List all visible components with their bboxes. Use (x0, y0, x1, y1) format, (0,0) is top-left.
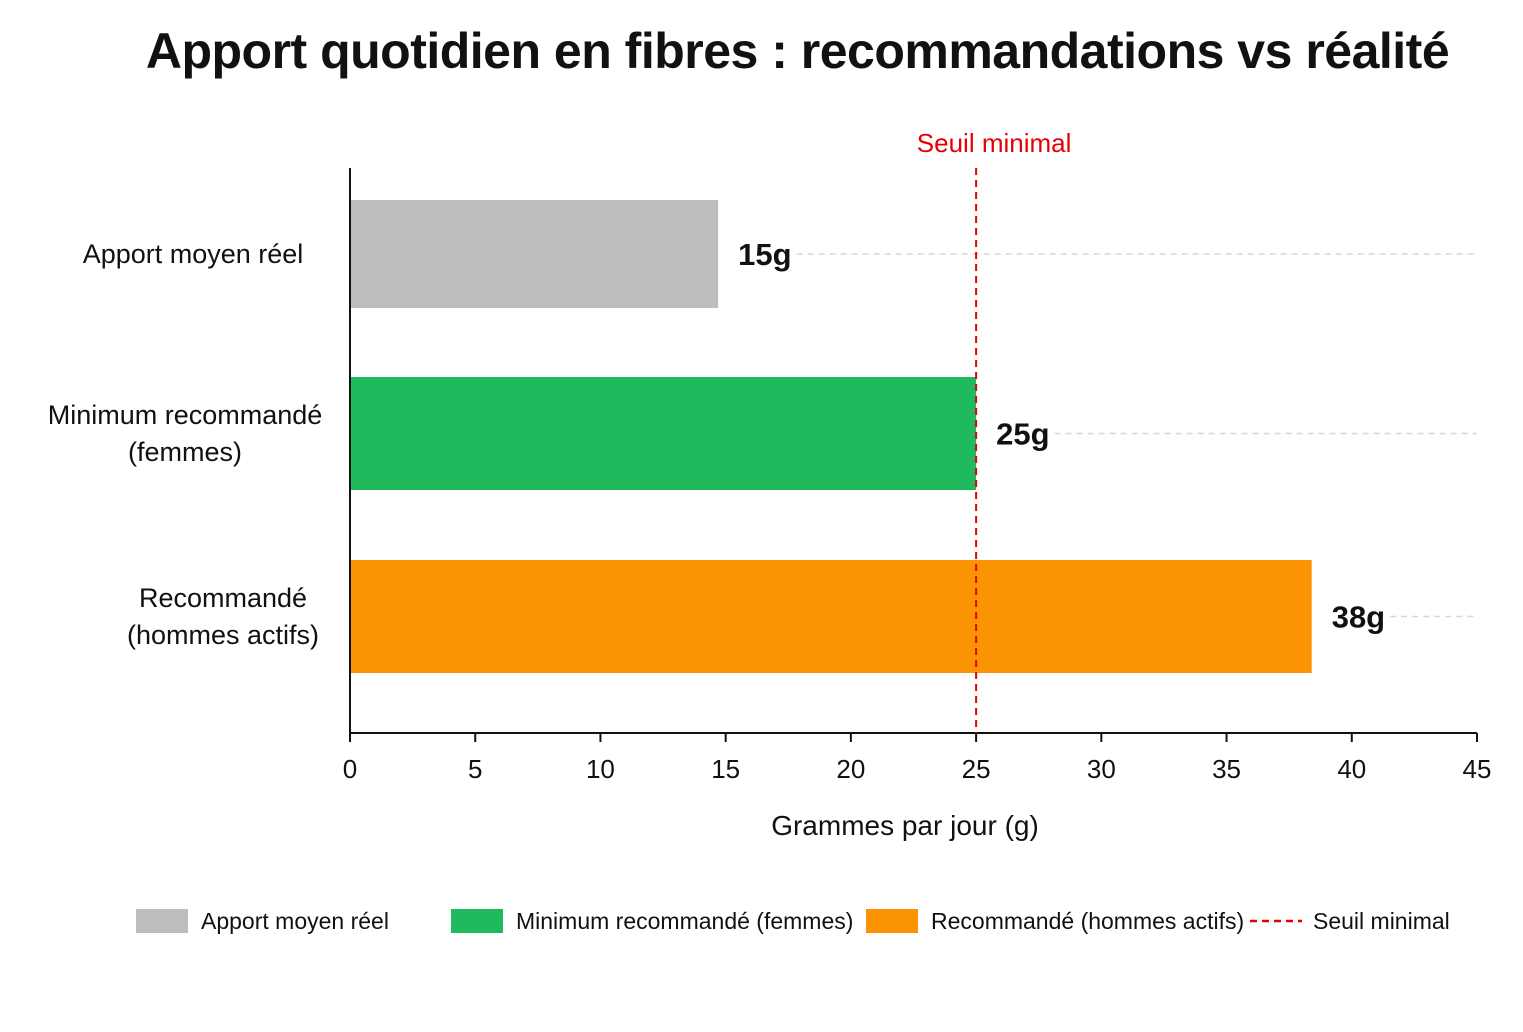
legend-swatch (451, 909, 503, 933)
bar (350, 377, 977, 490)
legend: Apport moyen réel Minimum recommandé (fem… (136, 908, 1450, 934)
category-label: Apport moyen réel (83, 239, 304, 269)
reference-line-group: Seuil minimal (917, 128, 1072, 733)
category-label: Recommandé (139, 583, 307, 613)
legend-label: Recommandé (hommes actifs) (931, 908, 1244, 934)
legend-swatch (136, 909, 188, 933)
legend-label: Minimum recommandé (femmes) (516, 908, 853, 934)
axes (349, 168, 1477, 734)
bar (350, 200, 719, 308)
value-label: 38g (1332, 600, 1385, 635)
x-tick-label: 0 (343, 754, 357, 784)
chart-title: Apport quotidien en fibres : recommandat… (145, 23, 1450, 79)
x-tick-label: 10 (586, 754, 615, 784)
category-label: (femmes) (128, 437, 242, 467)
x-tick-label: 5 (468, 754, 482, 784)
x-tick-label: 30 (1087, 754, 1116, 784)
x-ticks: 0 5 10 15 20 25 30 35 40 45 (343, 733, 1492, 784)
legend-label: Seuil minimal (1313, 908, 1450, 934)
value-labels: 15g 25g 38g (738, 237, 1385, 635)
value-label: 25g (996, 417, 1049, 452)
category-label: Minimum recommandé (48, 400, 323, 430)
x-tick-label: 15 (711, 754, 740, 784)
x-tick-label: 35 (1212, 754, 1241, 784)
x-tick-label: 20 (836, 754, 865, 784)
bar (350, 560, 1312, 673)
category-label: (hommes actifs) (127, 620, 319, 650)
legend-swatch (866, 909, 918, 933)
guide-lines (796, 253, 1477, 618)
category-labels: Apport moyen réel Minimum recommandé (femm… (48, 239, 323, 650)
x-axis-title: Grammes par jour (g) (771, 810, 1039, 841)
bars (350, 200, 1312, 673)
reference-line-label: Seuil minimal (917, 128, 1072, 158)
x-tick-label: 25 (962, 754, 991, 784)
x-tick-label: 45 (1463, 754, 1492, 784)
value-label: 15g (738, 237, 791, 272)
legend-label: Apport moyen réel (201, 908, 389, 934)
x-tick-label: 40 (1337, 754, 1366, 784)
